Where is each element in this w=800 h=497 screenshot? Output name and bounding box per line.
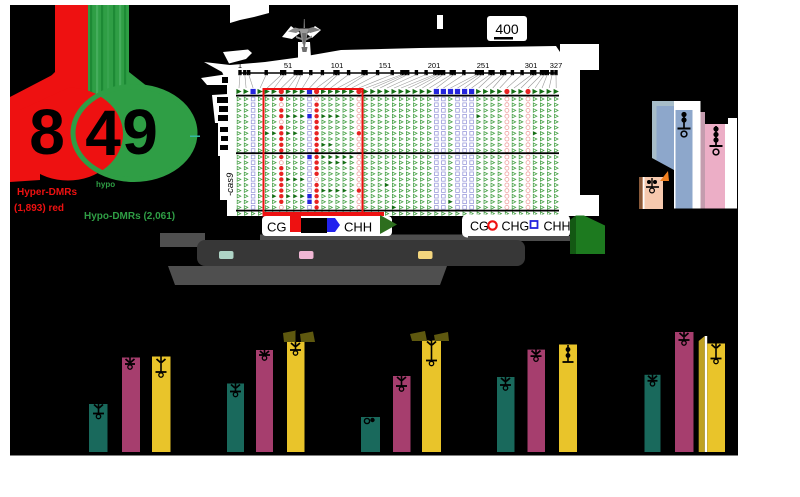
svg-text:(1,893) red: (1,893) red	[14, 203, 64, 214]
svg-text:4: 4	[85, 97, 121, 169]
svg-text:CG: CG	[267, 220, 287, 235]
svg-text:400: 400	[495, 21, 519, 37]
svg-text:1: 1	[238, 61, 242, 70]
svg-text:8: 8	[29, 96, 65, 168]
svg-text:-cas9: -cas9	[225, 172, 236, 196]
svg-text:hypo: hypo	[96, 180, 115, 189]
svg-text:Hyper-DMRs: Hyper-DMRs	[17, 187, 77, 198]
svg-text:327: 327	[550, 61, 563, 70]
svg-text:151: 151	[379, 61, 392, 70]
svg-text:51: 51	[284, 61, 292, 70]
svg-text:201: 201	[428, 61, 441, 70]
svg-text:CG: CG	[470, 220, 489, 234]
svg-text:CHG: CHG	[502, 220, 530, 234]
svg-text:301: 301	[525, 61, 538, 70]
svg-text:CHH: CHH	[544, 220, 571, 234]
svg-text:251: 251	[477, 61, 490, 70]
svg-text:9: 9	[122, 96, 158, 168]
svg-text:CHH: CHH	[344, 220, 372, 235]
svg-text:Hypo-DMRs (2,061): Hypo-DMRs (2,061)	[84, 211, 175, 222]
svg-text:101: 101	[331, 61, 344, 70]
